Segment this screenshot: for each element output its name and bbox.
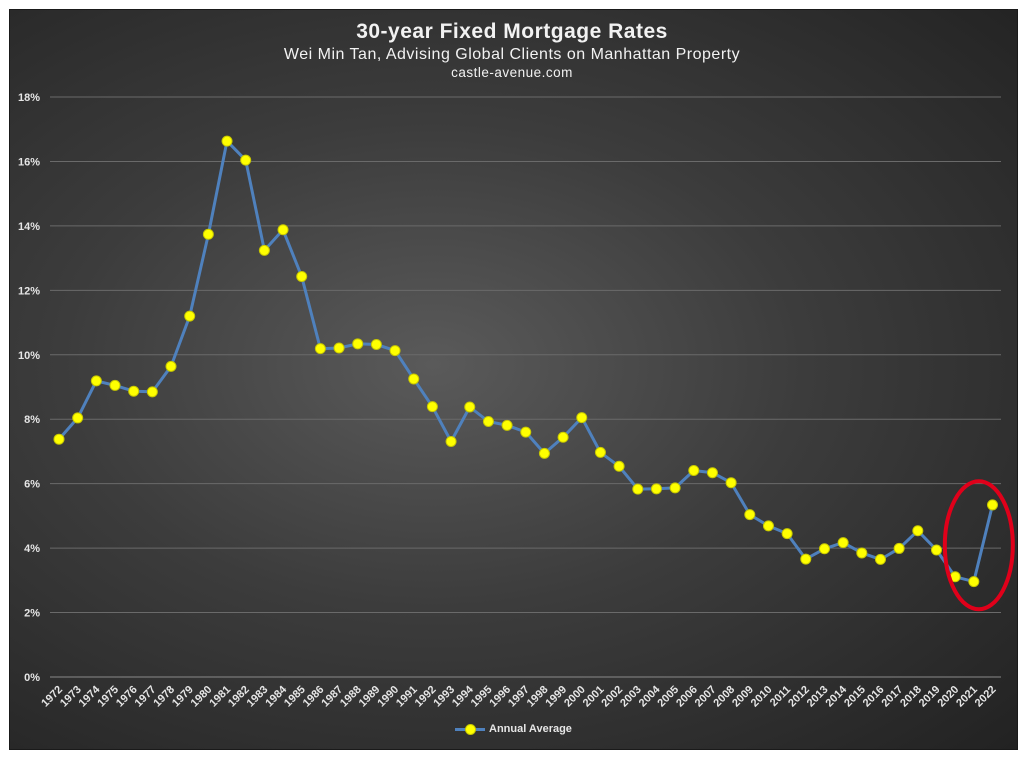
y-tick-label: 8%: [24, 414, 40, 426]
y-tick-label: 0%: [24, 672, 40, 684]
data-point: [128, 385, 140, 397]
data-point: [837, 537, 849, 549]
data-point: [72, 412, 84, 424]
data-point: [202, 228, 214, 240]
legend-line-marker-icon: [455, 722, 485, 736]
x-tick-label: 2022: [973, 684, 999, 710]
data-point: [818, 543, 830, 555]
data-point: [370, 338, 382, 350]
data-point: [90, 375, 102, 387]
data-point: [53, 433, 65, 445]
legend-label: Annual Average: [489, 723, 572, 735]
y-tick-label: 14%: [18, 221, 40, 233]
data-point: [258, 244, 270, 256]
data-point: [165, 360, 177, 372]
data-point: [109, 379, 121, 391]
data-point: [613, 460, 625, 472]
y-axis-ticks: 0% 2% 4% 6% 8% 10% 12% 14% 16% 18%: [18, 92, 40, 684]
annotation: [942, 479, 1015, 612]
data-point: [240, 154, 252, 166]
data-point: [706, 467, 718, 479]
data-point: [482, 415, 494, 427]
data-point: [762, 520, 774, 532]
data-point: [930, 544, 942, 556]
x-axis-ticks: 1972197319741975197619771978197919801981…: [39, 683, 998, 709]
data-point: [389, 345, 401, 357]
y-tick-label: 16%: [18, 156, 40, 168]
y-tick-label: 6%: [24, 479, 40, 491]
data-point: [538, 447, 550, 459]
data-point: [968, 576, 980, 588]
series-line: [57, 139, 994, 584]
data-point: [874, 553, 886, 565]
y-tick-label: 18%: [18, 92, 40, 104]
data-point: [146, 386, 158, 398]
data-point: [314, 343, 326, 355]
data-point: [445, 435, 457, 447]
data-point: [576, 412, 588, 424]
data-point: [632, 483, 644, 495]
gridlines: [50, 96, 1001, 678]
data-point: [744, 509, 756, 521]
data-point: [296, 270, 308, 282]
chart-website: castle-avenue.com: [451, 65, 573, 80]
data-point: [221, 135, 233, 147]
data-point: [501, 419, 513, 431]
data-point: [408, 373, 420, 385]
y-tick-label: 10%: [18, 350, 40, 362]
data-point: [594, 446, 606, 458]
chart-subtitle: Wei Min Tan, Advising Global Clients on …: [283, 46, 741, 63]
data-point: [800, 553, 812, 565]
data-point: [333, 342, 345, 354]
data-point: [856, 547, 868, 559]
y-tick-label: 12%: [18, 285, 40, 297]
chart-frame: [9, 9, 1018, 750]
data-point: [893, 542, 905, 554]
data-point: [650, 483, 662, 495]
data-point: [464, 401, 476, 413]
y-tick-label: 4%: [24, 543, 40, 555]
chart-legend: Annual Average: [455, 720, 572, 738]
chart-title: 30-year Fixed Mortgage Rates: [356, 20, 668, 43]
data-point: [725, 477, 737, 489]
data-point: [912, 525, 924, 537]
data-point: [184, 310, 196, 322]
data-point: [277, 224, 289, 236]
data-point: [557, 431, 569, 443]
data-point: [987, 499, 998, 511]
data-point: [426, 401, 438, 413]
data-point: [669, 482, 681, 494]
highlight-ellipse: [942, 479, 1015, 612]
data-point: [352, 338, 364, 350]
data-point: [688, 464, 700, 476]
y-tick-label: 2%: [24, 608, 40, 620]
data-point: [520, 426, 532, 438]
series-annual-average: [53, 135, 998, 588]
data-point: [781, 528, 793, 540]
